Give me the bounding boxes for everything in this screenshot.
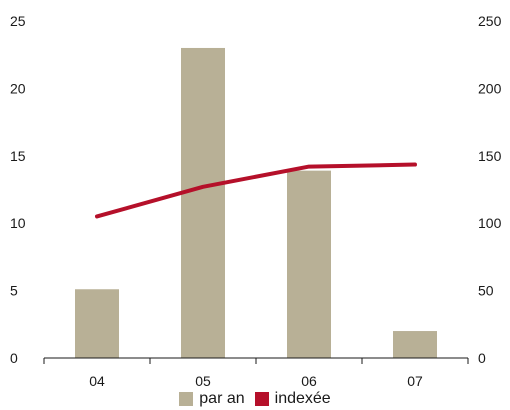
x-tick-label: 07 xyxy=(407,373,423,389)
legend-swatch-line xyxy=(254,392,269,406)
y-left-tick-label: 10 xyxy=(10,215,26,231)
legend-swatch-bar xyxy=(179,392,194,406)
y-right-tick-label: 0 xyxy=(478,350,486,366)
bar xyxy=(287,170,331,358)
y-left-tick-label: 20 xyxy=(10,80,26,96)
x-tick-label: 05 xyxy=(195,373,211,389)
y-left-tick-label: 5 xyxy=(10,283,18,299)
bars xyxy=(75,47,437,359)
legend-item-bar: par an xyxy=(179,390,245,408)
legend-label-line: indexée xyxy=(274,390,331,407)
y-right-tick-label: 200 xyxy=(478,80,502,96)
bar xyxy=(75,289,119,358)
bar xyxy=(181,47,225,359)
legend-label-bar: par an xyxy=(199,390,245,407)
y-right-tick-label: 50 xyxy=(478,283,494,299)
x-tick-label: 04 xyxy=(89,373,105,389)
line-series xyxy=(95,162,417,219)
y-left-tick-label: 0 xyxy=(10,350,18,366)
y-right-tick-label: 250 xyxy=(478,13,502,29)
legend: par an indexée xyxy=(0,388,510,410)
y-left-tick-label: 25 xyxy=(10,13,26,29)
y-right-tick-label: 150 xyxy=(478,148,502,164)
line-layer xyxy=(95,162,417,219)
y-left-tick-label: 15 xyxy=(10,148,26,164)
legend-item-line: indexée xyxy=(254,390,331,408)
y-right-tick-label: 100 xyxy=(478,215,502,231)
x-tick-label: 06 xyxy=(301,373,317,389)
bar xyxy=(393,331,437,358)
